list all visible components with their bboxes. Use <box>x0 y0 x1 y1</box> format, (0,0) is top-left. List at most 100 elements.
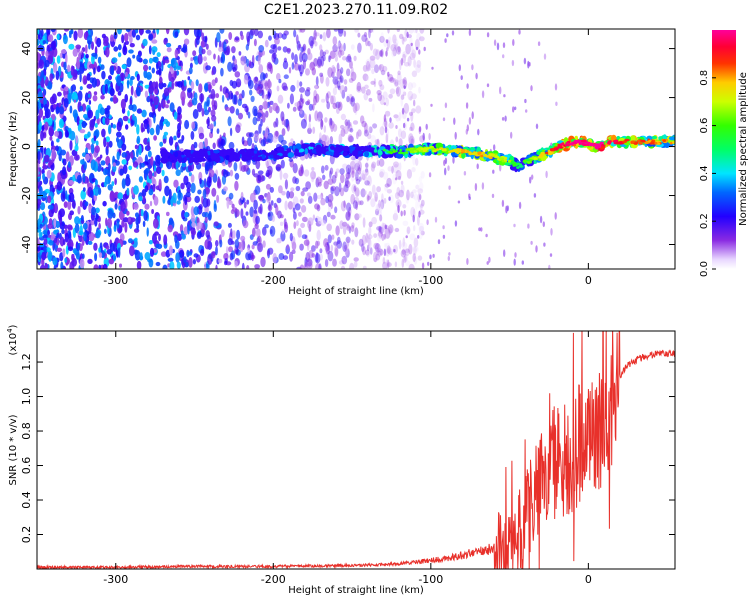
noise-speckle <box>409 96 413 101</box>
noise-speckle <box>90 143 95 155</box>
noise-speckle <box>209 237 212 242</box>
ridge-core <box>430 147 436 151</box>
ridge-core <box>435 148 440 151</box>
noise-speckle <box>319 34 323 39</box>
noise-speckle <box>476 163 479 170</box>
noise-speckle <box>88 100 92 105</box>
ridge-core <box>589 143 595 147</box>
noise-speckle <box>247 111 251 119</box>
noise-speckle <box>340 128 346 137</box>
noise-speckle <box>347 167 350 179</box>
noise-speckle <box>238 112 243 120</box>
noise-speckle <box>46 169 52 179</box>
noise-speckle <box>136 223 140 231</box>
noise-speckle <box>75 44 82 50</box>
noise-speckle <box>345 246 348 256</box>
noise-speckle <box>381 233 385 241</box>
noise-speckle <box>360 115 365 124</box>
noise-speckle <box>322 174 326 180</box>
ridge-cell <box>265 152 269 158</box>
noise-speckle <box>84 92 89 103</box>
noise-speckle <box>406 229 410 236</box>
noise-speckle <box>330 95 334 105</box>
noise-speckle <box>129 245 135 257</box>
noise-speckle <box>338 182 342 193</box>
noise-speckle <box>234 180 239 191</box>
ridge-core <box>413 147 418 151</box>
noise-speckle <box>375 208 379 216</box>
noise-speckle <box>397 205 400 213</box>
noise-speckle <box>112 212 116 219</box>
noise-speckle <box>418 210 421 218</box>
noise-speckle <box>330 186 335 195</box>
noise-speckle <box>237 98 242 106</box>
noise-speckle <box>299 243 304 251</box>
noise-speckle <box>211 70 214 76</box>
noise-speckle <box>403 102 410 114</box>
noise-speckle <box>111 57 118 63</box>
noise-speckle <box>267 92 272 99</box>
noise-speckle <box>52 257 58 266</box>
noise-speckle <box>354 105 358 116</box>
noise-speckle <box>283 30 289 36</box>
noise-speckle <box>175 160 179 170</box>
ridge-cell <box>273 155 281 160</box>
noise-speckle <box>338 49 342 58</box>
noise-speckle <box>294 203 301 211</box>
noise-speckle <box>105 245 110 250</box>
noise-speckle <box>327 204 332 212</box>
noise-speckle <box>234 36 240 41</box>
noise-speckle <box>502 54 505 59</box>
noise-speckle <box>333 29 339 32</box>
noise-speckle <box>326 241 330 252</box>
noise-speckle <box>287 201 294 210</box>
noise-speckle <box>231 46 236 54</box>
noise-speckle <box>298 44 302 49</box>
noise-speckle <box>276 197 282 204</box>
noise-speckle <box>111 181 115 187</box>
noise-speckle <box>419 194 422 201</box>
noise-speckle <box>166 42 172 48</box>
noise-speckle <box>418 176 423 183</box>
snr-y-axis: 0.20.40.60.81.01.2 <box>20 353 675 543</box>
noise-speckle <box>319 49 324 59</box>
noise-speckle <box>252 116 258 126</box>
noise-speckle <box>371 216 377 225</box>
noise-speckle <box>161 60 164 72</box>
noise-speckle <box>265 158 271 168</box>
noise-speckle <box>39 180 43 186</box>
noise-speckle <box>207 84 213 90</box>
colorbar-tick-label: 0.8 <box>699 70 710 86</box>
noise-speckle <box>363 190 368 195</box>
noise-speckle <box>364 180 370 186</box>
ridge-core <box>615 141 621 145</box>
noise-speckle <box>207 116 210 127</box>
noise-speckle <box>298 167 304 177</box>
noise-speckle <box>88 63 95 69</box>
noise-speckle <box>163 131 169 136</box>
noise-speckle <box>66 224 73 230</box>
ridge-core <box>466 150 470 153</box>
noise-speckle <box>110 65 115 76</box>
noise-speckle <box>221 94 225 103</box>
noise-speckle <box>144 84 150 89</box>
noise-speckle <box>240 208 244 219</box>
noise-speckle <box>397 70 401 76</box>
noise-speckle <box>345 164 352 175</box>
ridge-core <box>511 160 516 164</box>
noise-speckle <box>334 55 338 62</box>
ridge-core <box>471 152 476 156</box>
noise-speckle <box>269 65 273 74</box>
noise-speckle <box>346 202 352 212</box>
noise-speckle <box>42 160 46 169</box>
ridge-cell <box>367 147 376 153</box>
noise-speckle <box>335 168 340 174</box>
noise-speckle <box>358 176 362 182</box>
noise-speckle <box>75 252 80 260</box>
noise-speckle <box>454 220 458 227</box>
noise-speckle <box>281 190 286 196</box>
noise-speckle <box>316 229 321 241</box>
noise-speckle <box>466 83 469 89</box>
noise-speckle <box>302 216 308 223</box>
noise-speckle <box>58 152 62 162</box>
